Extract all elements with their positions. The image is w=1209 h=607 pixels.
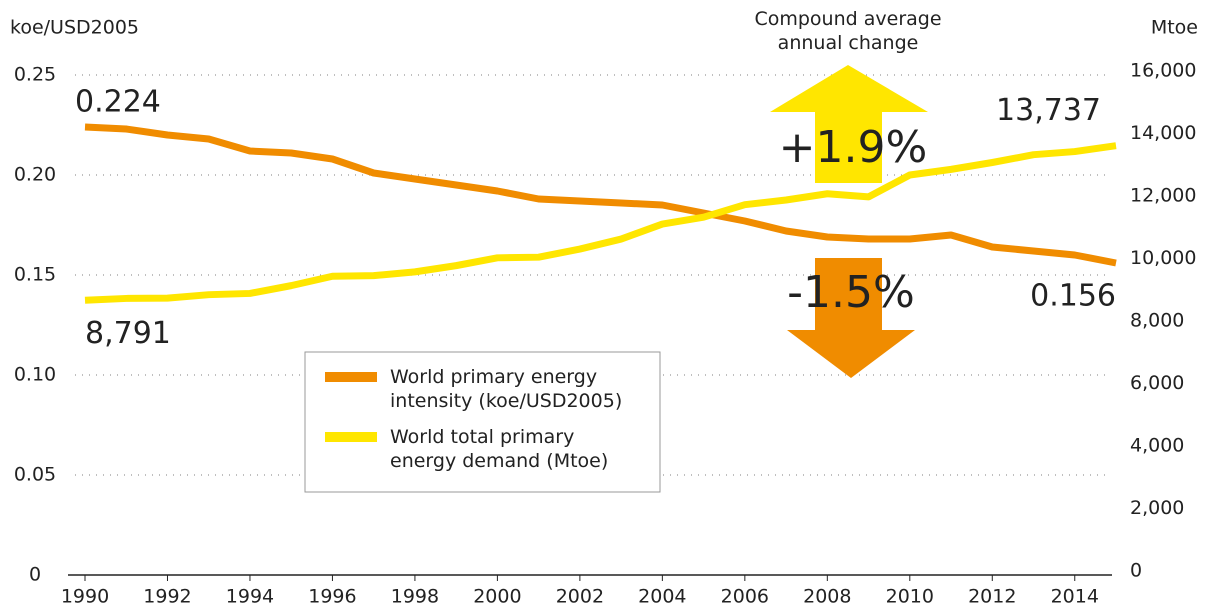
y2-tick-label: 8,000 <box>1130 310 1184 332</box>
value-label: 13,737 <box>996 93 1101 128</box>
y2-tick-label: 14,000 <box>1130 122 1196 144</box>
x-tick-label: 1994 <box>226 586 274 607</box>
y-tick-label: 0.15 <box>14 264 56 286</box>
y-tick-label: 0.05 <box>14 464 56 486</box>
annotation: Compound average annual change <box>754 8 941 54</box>
x-tick-label: 2014 <box>1051 586 1099 607</box>
legend-line: intensity (koe/USD2005) <box>390 390 622 412</box>
annotation-line: Compound average <box>754 8 941 30</box>
value-label: 0.224 <box>75 85 161 120</box>
y2-tick-label: 16,000 <box>1130 60 1196 82</box>
legend-swatch <box>325 432 377 442</box>
y2-tick-label: 4,000 <box>1130 435 1184 457</box>
y2-tick-label: 2,000 <box>1130 497 1184 519</box>
x-tick-label: 2000 <box>473 586 521 607</box>
y2-tick-label: 0 <box>1130 560 1142 582</box>
down-arrow <box>787 258 915 378</box>
x-tick-label: 1990 <box>61 586 109 607</box>
x-tick-label: 1998 <box>391 586 439 607</box>
value-label: 0.156 <box>1030 279 1116 314</box>
x-tick-label: 2008 <box>803 586 851 607</box>
legend-line: World total primary <box>390 426 574 448</box>
x-tick-label: 2002 <box>556 586 604 607</box>
y-tick-label: 0.10 <box>14 364 56 386</box>
value-label: 8,791 <box>85 316 171 351</box>
y2-axis-label: Mtoe <box>1151 17 1198 39</box>
x-tick-label: 2004 <box>638 586 686 607</box>
legend-label: World primary energy intensity (koe/USD20… <box>390 366 622 412</box>
y-axis-label: koe/USD2005 <box>10 17 139 39</box>
x-tick-label: 1996 <box>308 586 356 607</box>
annotation: -1.5% <box>787 267 915 318</box>
legend-line: World primary energy <box>390 366 597 388</box>
x-tick-label: 2012 <box>968 586 1016 607</box>
annotation: +1.9% <box>779 122 928 173</box>
y-tick-label: 0 <box>29 564 41 586</box>
y2-tick-label: 6,000 <box>1130 372 1184 394</box>
y2-tick-label: 10,000 <box>1130 247 1196 269</box>
x-tick-label: 2010 <box>886 586 934 607</box>
x-tick-label: 2006 <box>721 586 769 607</box>
series-line <box>84 123 1117 267</box>
annotation-line: annual change <box>778 32 919 54</box>
series-line <box>84 142 1117 304</box>
legend-swatch <box>325 372 377 382</box>
legend-label: World total primary energy demand (Mtoe) <box>390 426 608 472</box>
up-arrow <box>770 65 928 183</box>
x-tick-label: 1992 <box>143 586 191 607</box>
y2-tick-label: 12,000 <box>1130 185 1196 207</box>
legend-line: energy demand (Mtoe) <box>390 450 608 472</box>
y-tick-label: 0.25 <box>14 64 56 86</box>
y-tick-label: 0.20 <box>14 164 56 186</box>
